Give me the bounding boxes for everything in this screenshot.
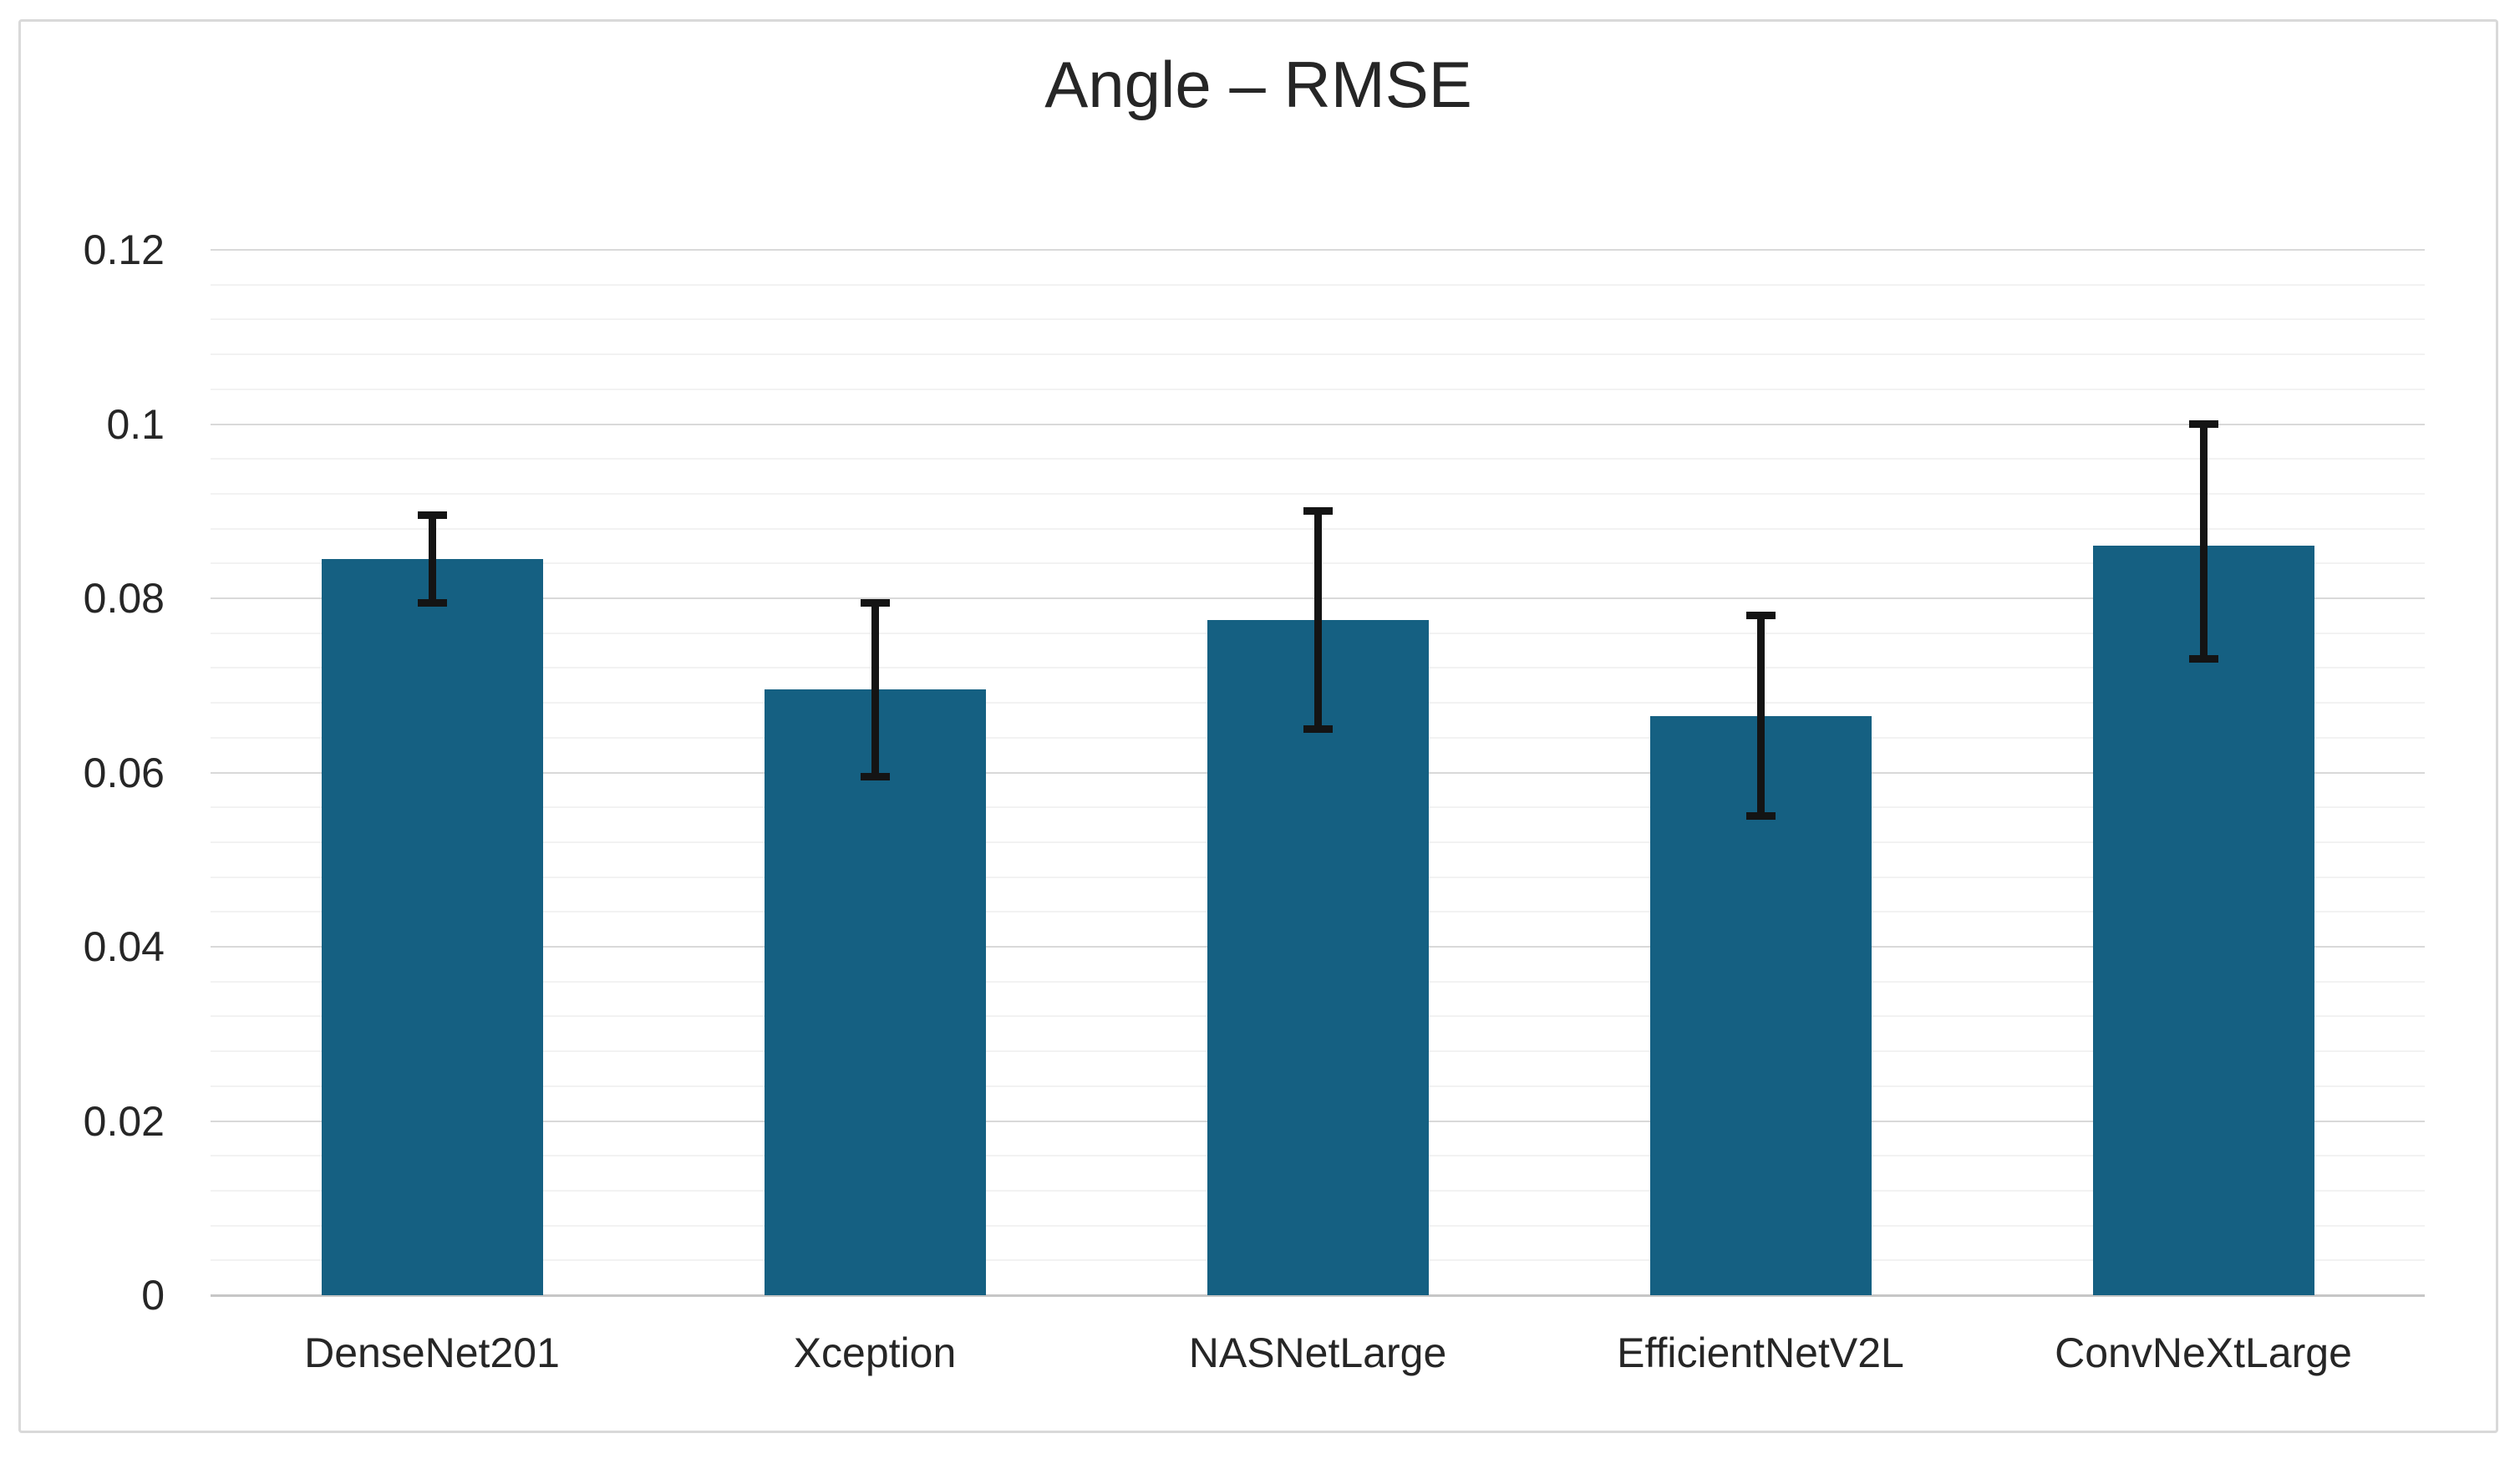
- y-axis-tick-label: 0.06: [83, 749, 165, 796]
- x-axis-category-label: EfficientNetV2L: [1617, 1329, 1904, 1376]
- error-bar-cap-bottom: [1745, 812, 1776, 821]
- error-bar-line: [2199, 424, 2208, 659]
- error-bar-cap-bottom: [1303, 724, 1333, 733]
- bar-Xception: [764, 689, 986, 1295]
- bar-DenseNet201: [321, 559, 543, 1295]
- error-bar-cap-top: [417, 511, 447, 520]
- chart-figure: Angle – RMSE 0.12 0.1 0.08 0.06 0.04 0.02 0 De…: [18, 19, 2498, 1433]
- major-gridline: [211, 423, 2425, 425]
- bar-ConvNeXtLarge: [2092, 546, 2314, 1295]
- y-axis-tick-label: 0: [141, 1272, 165, 1319]
- minor-gridline: [211, 388, 2425, 390]
- minor-gridline: [211, 283, 2425, 286]
- y-axis-tick-label: 0.04: [83, 923, 165, 970]
- chart-title: Angle – RMSE: [1044, 48, 1472, 121]
- x-axis-category-label: NASNetLarge: [1188, 1329, 1447, 1376]
- error-bar-cap-top: [860, 598, 890, 607]
- error-bar-line: [871, 602, 879, 777]
- error-bar-line: [1313, 511, 1322, 729]
- minor-gridline: [211, 458, 2425, 460]
- y-axis-tick-label: 0.1: [106, 400, 165, 448]
- x-axis-line: [211, 1294, 2425, 1297]
- error-bar-cap-bottom: [860, 773, 890, 781]
- y-axis-tick-label: 0.08: [83, 575, 165, 622]
- error-bar-cap-top: [2188, 420, 2218, 428]
- y-axis-tick-label: 0.12: [83, 226, 165, 273]
- error-bar-line: [1756, 615, 1765, 816]
- major-gridline: [211, 249, 2425, 251]
- x-axis-category-label: Xception: [793, 1329, 957, 1376]
- error-bar-cap-top: [1303, 507, 1333, 516]
- y-axis-tick-label: 0.02: [83, 1097, 165, 1145]
- plot-area: [211, 249, 2425, 1297]
- minor-gridline: [211, 353, 2425, 356]
- minor-gridline: [211, 492, 2425, 495]
- error-bar-line: [428, 515, 436, 603]
- error-bar-cap-bottom: [2188, 655, 2218, 663]
- x-axis-category-label: ConvNeXtLarge: [2055, 1329, 2352, 1376]
- minor-gridline: [211, 318, 2425, 321]
- error-bar-cap-top: [1745, 612, 1776, 620]
- error-bar-cap-bottom: [417, 598, 447, 607]
- x-axis-category-label: DenseNet201: [304, 1329, 560, 1376]
